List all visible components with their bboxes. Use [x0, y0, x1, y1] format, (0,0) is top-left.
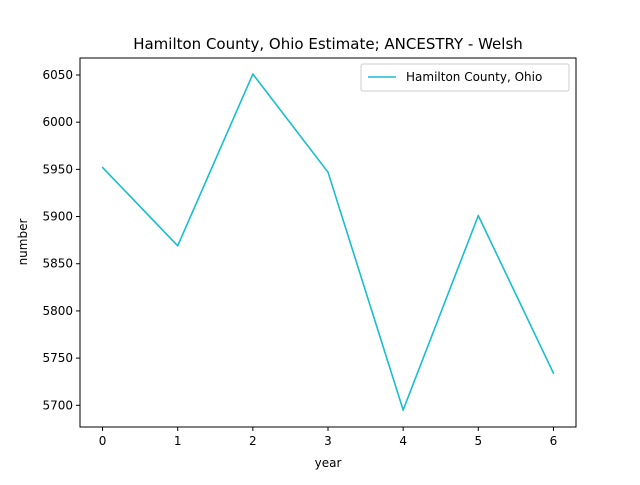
plot-area-frame — [79, 57, 577, 428]
legend: Hamilton County, Ohio — [360, 63, 570, 92]
y-tick-label: 5800 — [42, 304, 73, 318]
legend-label: Hamilton County, Ohio — [406, 70, 542, 84]
y-tick-label: 5700 — [42, 398, 73, 412]
x-axis-label: year — [315, 456, 342, 470]
chart-title: Hamilton County, Ohio Estimate; ANCESTRY… — [133, 35, 523, 53]
data-point — [552, 372, 555, 375]
x-tick-label: 3 — [324, 434, 332, 448]
x-tick-label: 1 — [174, 434, 182, 448]
y-tick-label: 5950 — [42, 162, 73, 176]
data-point — [477, 214, 480, 217]
x-tick-label: 2 — [249, 434, 257, 448]
y-axis-label: number — [16, 219, 30, 266]
legend-box — [360, 63, 570, 92]
y-axis: 5700 5750 5800 5850 5900 5950 6000 6050 — [42, 68, 80, 412]
x-tick-label: 5 — [474, 434, 482, 448]
y-tick-label: 5750 — [42, 351, 73, 365]
y-tick-label: 5850 — [42, 257, 73, 271]
series-layer — [101, 73, 555, 411]
x-tick-label: 0 — [99, 434, 107, 448]
data-point — [327, 171, 329, 173]
y-tick-label: 5900 — [42, 210, 73, 224]
y-tick-label: 6000 — [42, 115, 73, 129]
x-axis: 0 1 2 3 4 5 6 — [99, 427, 558, 448]
series-line-0 — [101, 73, 555, 411]
x-tick-label: 6 — [550, 434, 558, 448]
data-point — [252, 73, 254, 75]
x-tick-label: 4 — [399, 434, 407, 448]
data-point — [176, 245, 179, 247]
y-tick-label: 6050 — [42, 68, 73, 82]
data-point — [101, 166, 104, 169]
data-point — [402, 409, 404, 411]
